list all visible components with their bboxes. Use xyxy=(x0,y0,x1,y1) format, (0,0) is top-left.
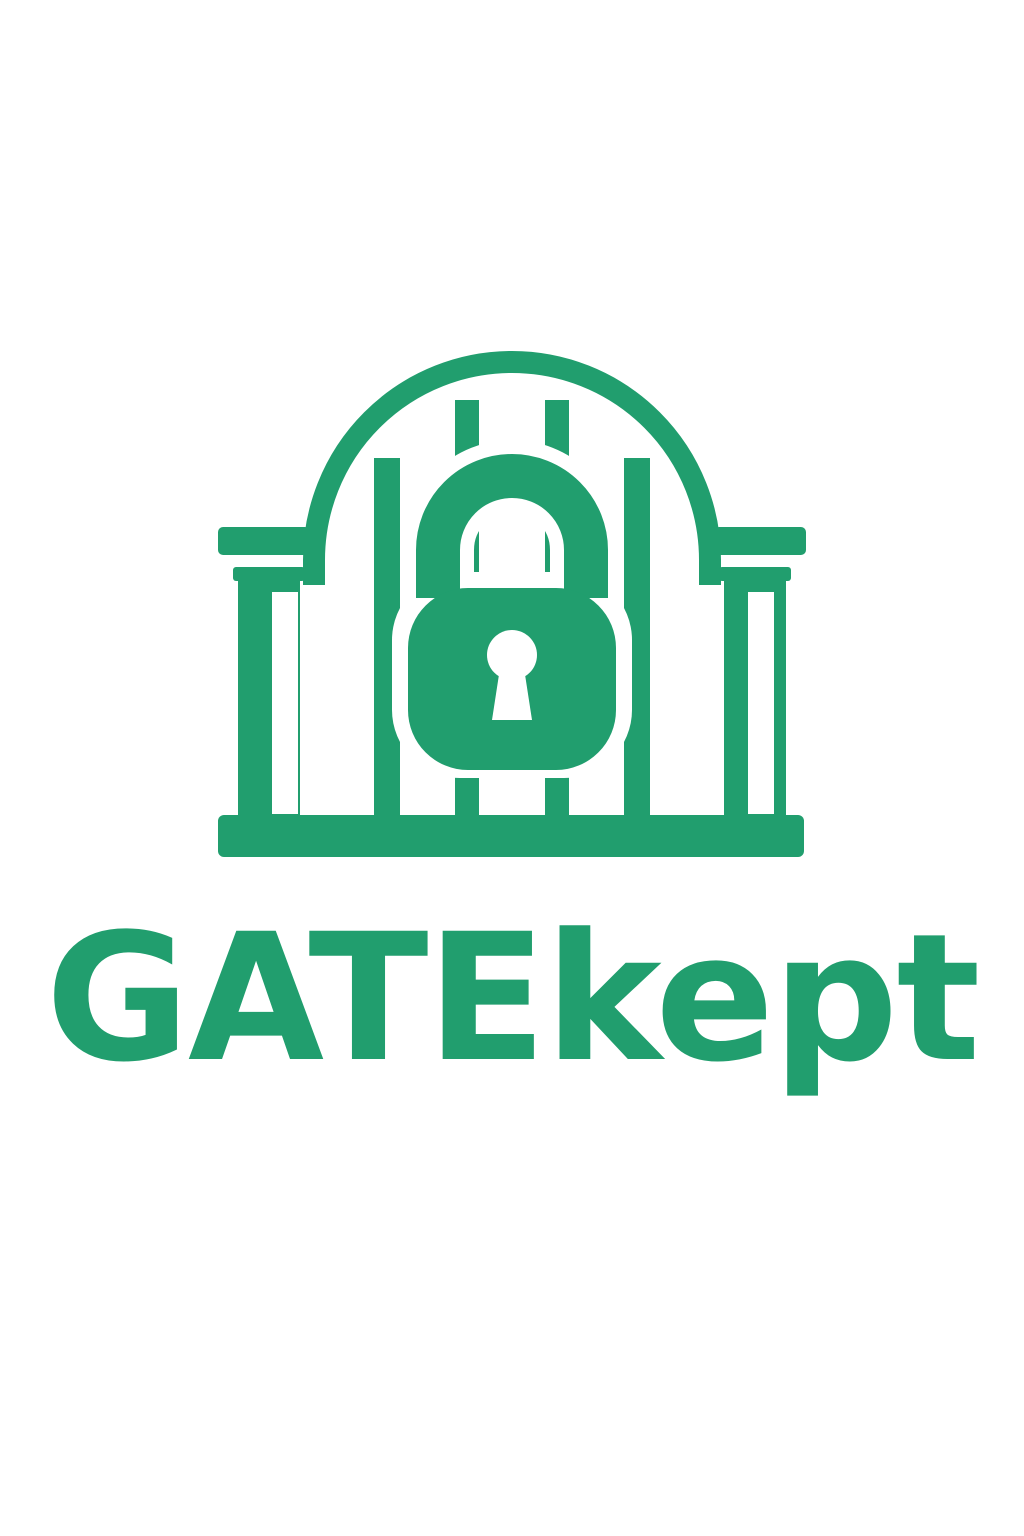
right-pillar-inset xyxy=(748,592,774,814)
left-pillar-inset xyxy=(272,592,298,814)
keyhole-icon xyxy=(487,630,537,720)
brand-wordmark: GATEkept xyxy=(45,896,980,1101)
left-ledge xyxy=(218,527,310,555)
gate-base xyxy=(218,815,804,857)
padlock-shackle xyxy=(416,454,608,598)
gate-arch xyxy=(303,351,721,585)
padlock-icon xyxy=(392,440,632,778)
left-pillar-cap xyxy=(233,567,305,581)
right-pillar-cap xyxy=(719,567,791,581)
right-ledge xyxy=(714,527,806,555)
